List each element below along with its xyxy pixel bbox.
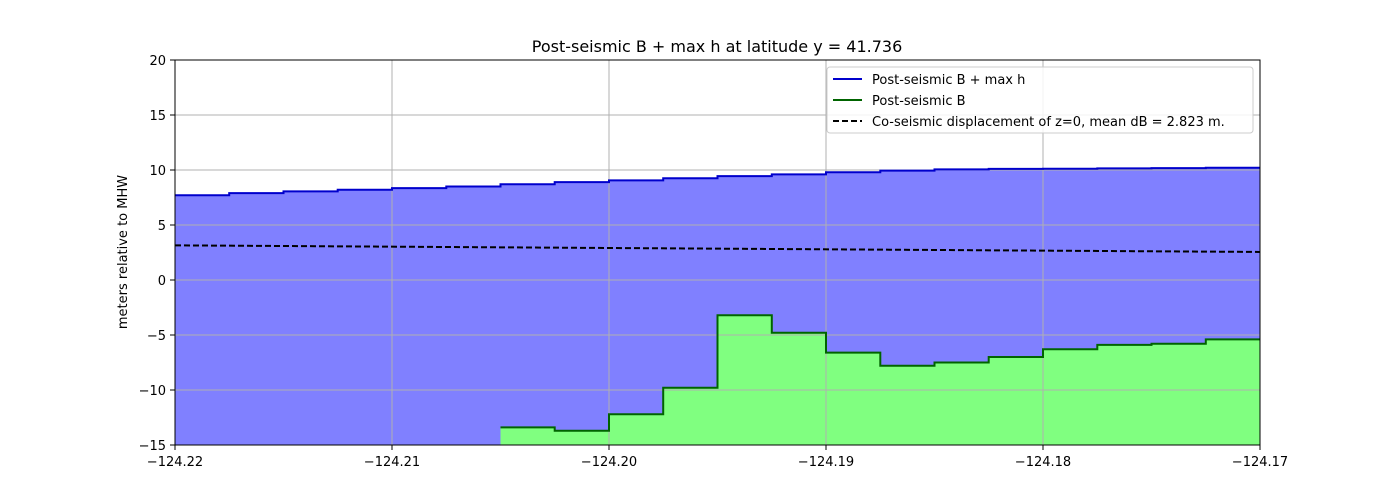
legend-label-3: Co-seismic displacement of z=0, mean dB … <box>872 115 1225 130</box>
legend-box <box>826 66 1254 134</box>
series-line-2 <box>500 314 1260 432</box>
x-axis: −124.22 −124.21 −124.20 −124.19 −124.18 −124.… <box>147 445 1288 470</box>
series-fills <box>175 167 1260 446</box>
series-lines <box>174 166 1261 432</box>
x-tick-label: −124.21 <box>364 455 420 470</box>
plot-frame <box>174 59 1261 446</box>
legend: Post-seismic B + max h Post-seismic B Co-s… <box>826 66 1254 134</box>
y-tick-label: 10 <box>149 164 166 179</box>
x-tick-label: −124.17 <box>1232 455 1288 470</box>
series-fill-2 <box>500 315 1260 445</box>
y-tick-label: 0 <box>158 274 166 289</box>
x-tick-label: −124.22 <box>147 455 203 470</box>
chart-title: Post-seismic B + max h at latitude y = 4… <box>532 37 903 56</box>
x-tick-label: −124.20 <box>581 455 637 470</box>
y-tick-label: −15 <box>139 439 166 454</box>
y-tick-label: 15 <box>149 109 166 124</box>
y-axis-label: meters relative to MHW <box>116 175 131 329</box>
y-axis: −15 −10 −5 0 5 10 15 20 <box>139 54 175 454</box>
legend-label-2: Post-seismic B <box>872 94 966 109</box>
y-tick-label: −10 <box>139 384 166 399</box>
x-tick-label: −124.19 <box>798 455 854 470</box>
series-line-1 <box>175 166 1260 197</box>
x-tick-label: −124.18 <box>1015 455 1071 470</box>
y-tick-label: 20 <box>149 54 166 69</box>
series-line-3 <box>174 244 1261 253</box>
legend-label-1: Post-seismic B + max h <box>872 73 1025 88</box>
y-tick-label: −5 <box>147 329 166 344</box>
y-tick-label: 5 <box>158 219 166 234</box>
